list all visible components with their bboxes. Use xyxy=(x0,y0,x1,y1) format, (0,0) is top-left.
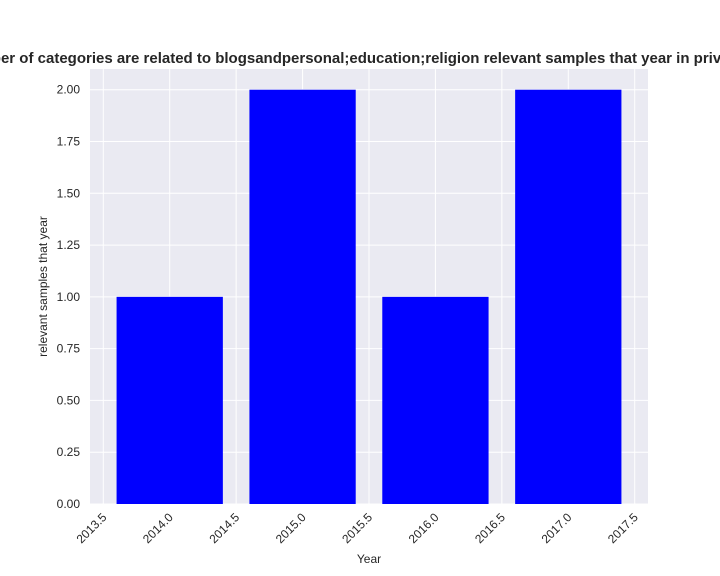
bars xyxy=(116,89,622,504)
x-tick-label: 2014.5 xyxy=(206,510,242,546)
y-tick-label: 1.00 xyxy=(57,290,81,304)
y-tick-label: 0.25 xyxy=(57,445,81,459)
x-axis-label: Year xyxy=(357,552,381,566)
x-tick-label: 2017.0 xyxy=(539,510,575,546)
x-axis-ticks: 2013.5 2014.0 2014.5 2015.0 2015.5 2016.0 2016… xyxy=(74,510,642,546)
y-tick-label: 0.00 xyxy=(57,497,81,511)
x-tick-label: 2014.0 xyxy=(140,510,176,546)
y-tick-label: 0.75 xyxy=(57,342,81,356)
y-tick-label: 1.75 xyxy=(57,135,81,149)
bar-2014 xyxy=(116,296,223,504)
x-tick-label: 2015.0 xyxy=(273,510,309,546)
y-tick-label: 1.25 xyxy=(57,238,81,252)
chart-title: Number of categories are related to blog… xyxy=(0,50,720,67)
bar-2016 xyxy=(382,296,489,504)
x-tick-label: 2016.0 xyxy=(406,510,442,546)
bar-2017 xyxy=(515,89,622,504)
x-tick-label: 2017.5 xyxy=(605,510,641,546)
y-axis-ticks: 0.00 0.25 0.50 0.75 1.00 1.25 1.50 1.75 2.00 xyxy=(57,83,81,511)
y-tick-label: 0.50 xyxy=(57,393,81,407)
x-tick-label: 2015.5 xyxy=(339,510,375,546)
y-tick-label: 1.50 xyxy=(57,186,81,200)
y-axis-label: relevant samples that year xyxy=(36,216,50,357)
x-tick-label: 2016.5 xyxy=(472,510,508,546)
y-tick-label: 2.00 xyxy=(57,83,81,97)
x-tick-label: 2013.5 xyxy=(74,510,110,546)
bar-2015 xyxy=(249,89,356,504)
